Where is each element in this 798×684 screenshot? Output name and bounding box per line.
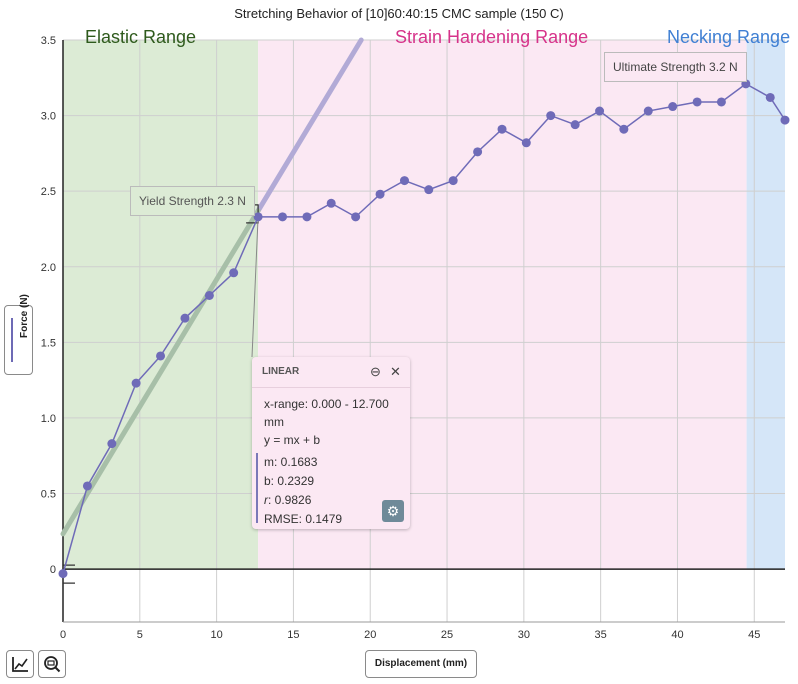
ultimate-strength-callout[interactable]: Ultimate Strength 3.2 N xyxy=(604,52,747,82)
data-point-19[interactable] xyxy=(521,138,531,148)
linear-fit-header: LINEAR ⊖ ✕ xyxy=(252,357,410,388)
data-point-5[interactable] xyxy=(180,313,190,323)
data-point-22[interactable] xyxy=(595,106,605,116)
data-point-8[interactable] xyxy=(253,212,263,222)
fit-r-label: r xyxy=(264,493,268,507)
zoom-out-button[interactable] xyxy=(38,650,66,678)
data-point-12[interactable] xyxy=(351,212,361,222)
y-axis-label-button[interactable]: Force (N) xyxy=(4,294,33,375)
fit-rmse: RMSE: 0.1479 xyxy=(264,512,343,526)
y-tick-label-5: 2.5 xyxy=(41,186,56,198)
data-point-18[interactable] xyxy=(497,124,507,134)
fit-intercept: b: 0.2329 xyxy=(264,474,315,488)
linear-fit-title: LINEAR xyxy=(262,366,300,377)
minimize-icon[interactable]: ⊖ xyxy=(370,364,381,379)
y-tick-label-6: 3.0 xyxy=(41,111,56,123)
data-point-11[interactable] xyxy=(326,198,336,208)
fit-equation: y = mx + b xyxy=(264,433,321,447)
y-tick-label-2: 1.0 xyxy=(41,413,56,425)
x-tick-label-5: 25 xyxy=(441,629,453,641)
data-point-21[interactable] xyxy=(570,120,580,130)
chart-title: Stretching Behavior of [10]60:40:15 CMC … xyxy=(234,6,564,21)
x-tick-label-0: 0 xyxy=(60,629,66,641)
yield-strength-callout[interactable]: Yield Strength 2.3 N xyxy=(130,186,255,216)
y-tick-label-3: 1.5 xyxy=(41,337,56,349)
x-tick-label-9: 45 xyxy=(748,629,760,641)
x-tick-label-8: 40 xyxy=(671,629,683,641)
fit-slope: m: 0.1683 xyxy=(264,455,318,469)
y-tick-label-4: 2.0 xyxy=(41,262,56,274)
series-color-bar xyxy=(11,318,13,362)
y-axis-label: Force (N) xyxy=(19,294,30,338)
region-label-0: Elastic Range xyxy=(85,27,196,47)
fit-x-unit: mm xyxy=(264,415,284,429)
graph-icon xyxy=(12,657,28,672)
region-label-1: Strain Hardening Range xyxy=(395,27,588,47)
data-point-17[interactable] xyxy=(473,147,483,157)
data-point-6[interactable] xyxy=(204,290,214,300)
data-point-29[interactable] xyxy=(765,92,775,102)
y-tick-label-7: 3.5 xyxy=(41,35,56,47)
x-tick-label-3: 15 xyxy=(287,629,299,641)
fit-stats-bar xyxy=(256,453,258,523)
data-point-16[interactable] xyxy=(448,176,458,186)
x-tick-label-6: 30 xyxy=(518,629,530,641)
y-tick-label-0: 0 xyxy=(50,564,56,576)
data-point-13[interactable] xyxy=(375,189,385,199)
zoom-out-icon xyxy=(44,656,61,673)
data-point-14[interactable] xyxy=(399,176,409,186)
data-point-27[interactable] xyxy=(716,97,726,107)
x-tick-label-2: 10 xyxy=(210,629,222,641)
x-tick-label-4: 20 xyxy=(364,629,376,641)
linear-fit-panel[interactable]: LINEAR ⊖ ✕ x-range: 0.000 - 12.700 mm y … xyxy=(252,357,410,529)
x-tick-label-7: 35 xyxy=(595,629,607,641)
data-point-15[interactable] xyxy=(424,185,434,195)
data-point-23[interactable] xyxy=(619,124,629,134)
fit-correlation: r: 0.9826 xyxy=(264,493,311,507)
data-point-24[interactable] xyxy=(643,106,653,116)
fit-x-range: x-range: 0.000 - 12.700 xyxy=(264,397,389,411)
gear-icon[interactable]: ⚙ xyxy=(382,500,404,522)
region-label-2: Necking Range xyxy=(667,27,790,47)
data-point-4[interactable] xyxy=(156,351,166,361)
data-point-0[interactable] xyxy=(58,569,68,579)
graph-tool-button[interactable] xyxy=(6,650,34,678)
data-point-2[interactable] xyxy=(107,439,117,449)
region-2 xyxy=(746,40,785,570)
x-tick-label-1: 5 xyxy=(137,629,143,641)
y-tick-label-1: 0.5 xyxy=(41,489,56,501)
fit-r-value: : 0.9826 xyxy=(268,493,312,507)
data-point-9[interactable] xyxy=(278,212,288,222)
data-point-10[interactable] xyxy=(302,212,312,222)
data-point-7[interactable] xyxy=(229,268,239,278)
data-point-25[interactable] xyxy=(668,102,678,112)
fit-extension-line xyxy=(255,37,364,214)
data-point-3[interactable] xyxy=(131,378,141,388)
fit-line xyxy=(60,208,261,537)
data-point-30[interactable] xyxy=(780,115,790,125)
data-point-20[interactable] xyxy=(546,111,556,121)
close-icon[interactable]: ✕ xyxy=(390,364,401,379)
fit-box-connector xyxy=(251,216,259,358)
data-point-1[interactable] xyxy=(82,481,92,491)
data-point-26[interactable] xyxy=(692,97,702,107)
x-axis-label-button[interactable]: Displacement (mm) xyxy=(365,650,477,678)
